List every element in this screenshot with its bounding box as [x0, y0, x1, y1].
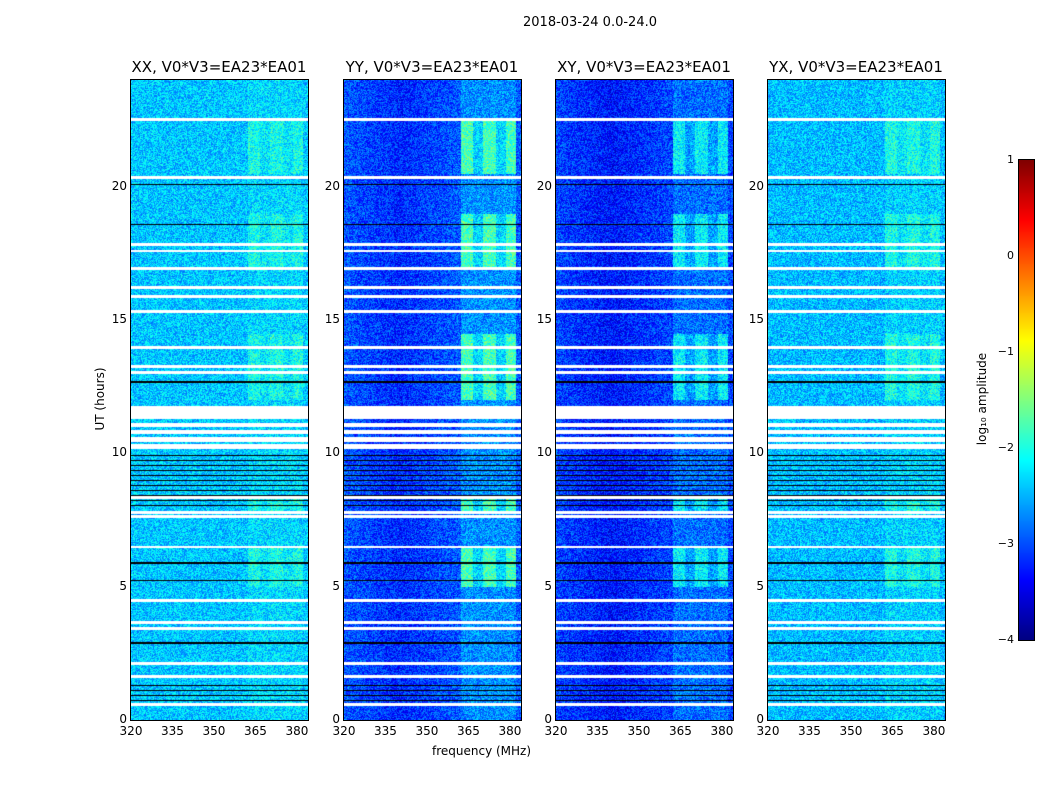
y-tick-label: 5 — [332, 578, 340, 593]
y-tick-label: 5 — [119, 578, 127, 593]
x-tick-label: 380 — [922, 724, 946, 738]
y-tick-label: 10 — [324, 445, 340, 460]
y-tick-label: 5 — [544, 578, 552, 593]
x-tick-label: 320 — [544, 724, 568, 738]
heatmap-panel — [556, 80, 733, 720]
panel-title: XY, V0*V3=EA23*EA01 — [557, 58, 731, 76]
x-tick-label: 320 — [119, 724, 143, 738]
suptitle: 2018-03-24 0.0-24.0 — [523, 15, 657, 30]
colorbar-tick-label: −4 — [997, 633, 1014, 646]
y-tick-label: 10 — [536, 445, 552, 460]
y-tick-label: 20 — [111, 178, 127, 193]
x-tick-label: 320 — [332, 724, 356, 738]
heatmap-panel — [344, 80, 521, 720]
x-tick-label: 380 — [498, 724, 522, 738]
x-tick-label: 365 — [669, 724, 692, 738]
x-tick-label: 365 — [881, 724, 904, 738]
panel-title: YX, V0*V3=EA23*EA01 — [769, 58, 943, 76]
x-tick-label: 335 — [798, 724, 821, 738]
x-tick-label: 335 — [586, 724, 609, 738]
x-tick-label: 335 — [161, 724, 184, 738]
y-tick-label: 10 — [748, 445, 764, 460]
colorbar — [1019, 160, 1034, 640]
y-tick-label: 15 — [324, 312, 340, 326]
y-tick-label: 15 — [748, 312, 764, 326]
x-tick-label: 365 — [457, 724, 480, 738]
y-tick-label: 10 — [111, 445, 127, 460]
colorbar-tick-label: −1 — [997, 345, 1014, 358]
colorbar-tick-label: −3 — [997, 537, 1014, 550]
y-tick-label: 20 — [536, 178, 552, 193]
x-tick-label: 320 — [756, 724, 780, 738]
y-tick-label: 0 — [119, 712, 127, 726]
panel-title: YY, V0*V3=EA23*EA01 — [345, 58, 519, 76]
x-tick-label: 350 — [202, 724, 226, 738]
y-tick-label: 20 — [748, 178, 764, 193]
colorbar-label: log₁₀ amplitude — [975, 352, 989, 446]
y-tick-label: 0 — [544, 712, 552, 726]
y-tick-label: 15 — [111, 312, 127, 326]
x-tick-label: 350 — [839, 724, 863, 738]
x-tick-label: 350 — [627, 724, 651, 738]
heatmap-panel — [131, 80, 308, 720]
y-tick-label: 0 — [332, 712, 340, 726]
y-tick-label: 20 — [324, 178, 340, 193]
y-tick-label: 0 — [756, 712, 764, 726]
colorbar-tick-label: −2 — [997, 441, 1014, 454]
x-axis-label: frequency (MHz) — [432, 744, 532, 758]
y-tick-label: 5 — [756, 578, 764, 593]
x-tick-label: 335 — [374, 724, 397, 738]
x-tick-label: 365 — [244, 724, 267, 738]
y-axis-label: UT (hours) — [93, 367, 107, 431]
x-tick-label: 380 — [710, 724, 734, 738]
y-tick-label: 15 — [536, 312, 552, 326]
colorbar-tick-label: 0 — [1007, 249, 1014, 262]
heatmap-panel — [768, 80, 945, 720]
colorbar-tick-label: 1 — [1007, 153, 1014, 166]
panel-title: XX, V0*V3=EA23*EA01 — [131, 58, 307, 76]
x-tick-label: 350 — [415, 724, 439, 738]
x-tick-label: 380 — [285, 724, 309, 738]
